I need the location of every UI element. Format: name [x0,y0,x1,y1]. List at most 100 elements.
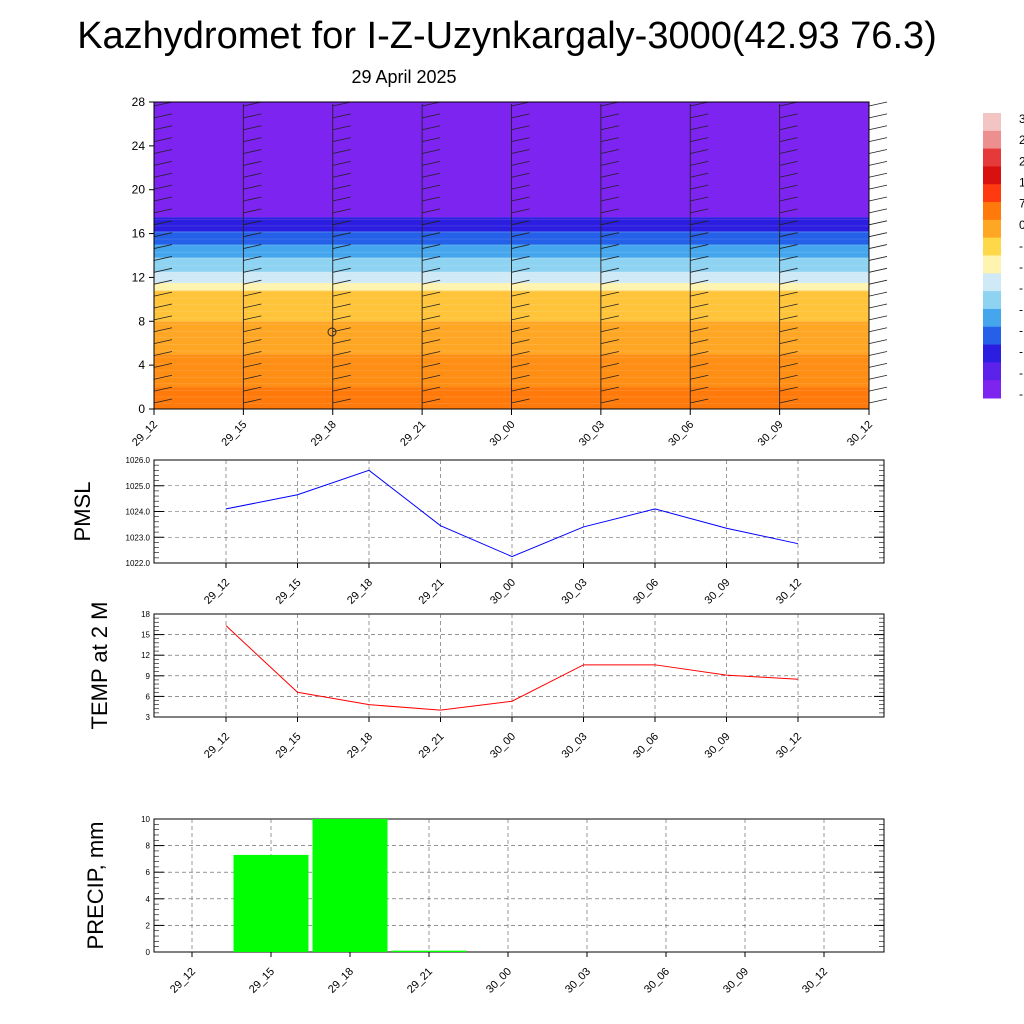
wind-barb [243,196,262,202]
wind-barb [511,113,530,119]
wind-barb [422,362,441,368]
wind-barb [153,137,173,143]
wind-barb [600,315,619,321]
wind-barb [690,125,709,131]
x-tick-label: 30_03 [577,419,607,449]
x-tick-label: 30_00 [484,966,514,996]
wind-barb [868,267,888,273]
wind-barb [153,125,173,131]
wind-barb [243,244,262,249]
wind-barb [422,339,441,344]
wind-barb [422,137,441,143]
wind-barb [243,137,262,143]
wind-barb [868,137,888,143]
wind-barb [511,196,530,202]
colorbar-label: - [1019,239,1023,253]
wind-barb [422,244,441,249]
x-tick-label: 29_12 [130,419,160,449]
x-tick-label: 30_12 [774,731,804,761]
colorbar-swatch [983,219,1001,239]
wind-barb [600,351,619,356]
colorbar-swatch [983,148,1001,167]
wind-barb [690,184,709,190]
wind-barb [779,291,798,297]
wind-barb [868,351,888,356]
wind-barb [422,374,441,380]
colorbar: 3 2 2 1 7 0 - - - - - - - - [983,112,1024,401]
wind-barb [511,374,530,380]
wind-barb [868,149,888,154]
colorbar-swatch [983,255,1001,274]
wind-barb [690,149,709,154]
wind-barb [779,232,798,238]
wind-barb [600,161,619,166]
wind-barb [690,267,709,273]
wind-barb [153,113,173,119]
wind-barb [332,386,351,392]
x-tick-label: 29_21 [417,577,447,607]
wind-barb [600,101,619,107]
x-tick-label: 29_12 [168,966,198,996]
x-tick-label: 29_15 [274,731,304,761]
y-tick-label: 1024.0 [126,508,151,517]
wind-barb [332,125,351,131]
wind-barb [779,398,798,404]
wind-barb [690,196,709,202]
y-tick-label: 20 [132,183,146,197]
wind-barb [868,172,888,178]
wind-barb [511,232,530,238]
wind-barb [153,386,173,392]
wind-barb [332,149,351,154]
x-tick-label: 30_00 [488,731,518,761]
wind-barb [332,220,351,226]
colorbar-swatch [983,166,1001,185]
x-tick-label: 30_12 [800,966,830,996]
x-tick-label: 30_00 [488,577,518,607]
y-tick-label: 12 [132,270,146,284]
precip-bar [391,950,467,952]
wind-barb [868,220,888,226]
wind-barb [243,327,262,333]
wind-barb [779,125,798,131]
y-axis-label: PMSL [70,482,95,542]
wind-barb [153,172,173,178]
wind-barb [332,291,351,297]
wind-barb [511,244,530,249]
wind-barb [690,256,709,261]
wind-barb [153,220,173,226]
plot-frame [153,613,885,718]
wind-barb [779,374,798,380]
wind-barb [243,101,262,107]
wind-barb [243,232,262,238]
y-axis-label: PRECIP, mm [83,822,108,950]
y-tick-label: 18 [141,610,150,619]
wind-barb [779,339,798,344]
wind-barb [422,386,441,392]
wind-barb [243,125,262,131]
wind-barb [779,362,798,368]
wind-barb [600,386,619,392]
y-tick-label: 1025.0 [126,482,151,491]
wind-barb [243,291,262,297]
x-tick-label: 29_21 [398,419,428,449]
wind-barb [600,256,619,261]
precip-bar [233,854,309,952]
wind-barb [600,149,619,154]
colorbar-swatch [983,380,1001,399]
wind-barb [600,327,619,333]
wind-barb [868,362,888,368]
chart-date: 29 April 2025 [351,67,456,87]
y-tick-label: 12 [141,651,150,660]
x-tick-label: 30_03 [560,731,590,761]
x-tick-label: 29_21 [417,731,447,761]
colorbar-swatch [983,344,1001,363]
wind-barb [868,208,888,214]
y-tick-label: 3 [146,713,151,722]
wind-barb [511,315,530,321]
wind-barb [332,113,351,119]
wind-barb [779,303,798,309]
wind-barb [600,374,619,380]
wind-barb [422,398,441,404]
wind-barb [600,220,619,226]
